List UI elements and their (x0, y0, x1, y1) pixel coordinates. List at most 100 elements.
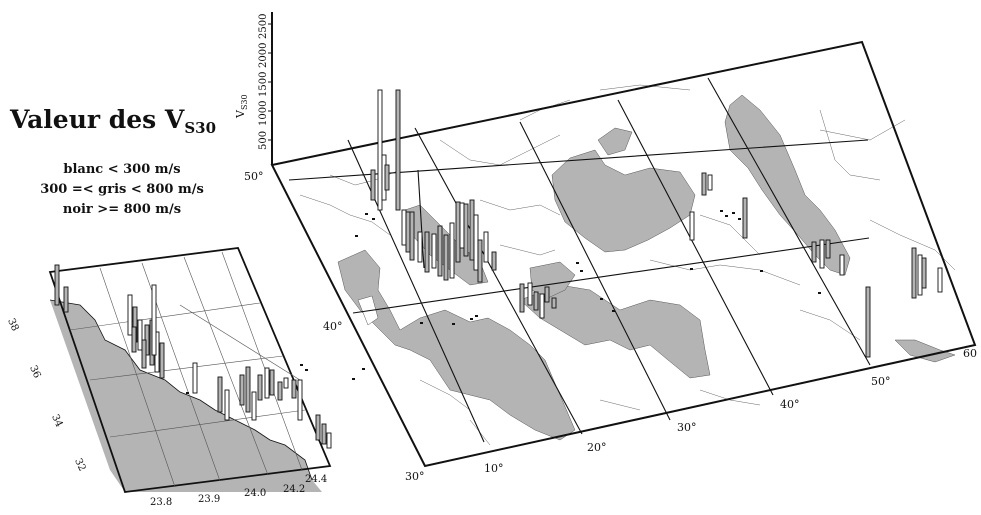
inset-lon-label: 23.8 (150, 497, 172, 508)
station-bar (839, 254, 845, 276)
station-bar (819, 239, 825, 269)
inset-lon-label: 24.0 (244, 488, 266, 499)
station-dot (305, 369, 308, 371)
station-bar (473, 214, 479, 271)
station-bar (264, 367, 270, 399)
station-bar (239, 374, 245, 406)
station-dot (452, 323, 455, 325)
inset-lon-label: 24.2 (283, 484, 305, 495)
main-lon-label: 40° (780, 398, 800, 411)
station-dot (352, 378, 355, 380)
title-subscript: S30 (184, 119, 217, 137)
station-bar (131, 326, 137, 353)
station-bar (437, 225, 443, 277)
inset-graticule (69, 251, 306, 488)
inset-map: 38 36 34 32 23.8 23.9 24.0 24.2 24.4 (5, 247, 355, 508)
station-bar (527, 282, 533, 306)
station-bar (395, 89, 401, 211)
station-bar (811, 241, 817, 263)
station-bar (384, 164, 390, 191)
station-bar (469, 199, 475, 261)
station-bar (291, 379, 297, 399)
station-bar (917, 254, 923, 296)
station-bar (405, 211, 411, 253)
axis-tick-label: 2500 (258, 14, 269, 39)
station-bar (159, 342, 165, 379)
station-dot (818, 292, 821, 294)
vertical-axis-ticks (268, 23, 272, 141)
station-bar (533, 291, 539, 311)
station-bar (937, 267, 943, 293)
main-lon-labels: 10° 20° 30° 40° 50° 60 (484, 347, 977, 475)
main-lat-label: 50° (244, 170, 264, 183)
vertical-axis-label: VS30 (234, 94, 249, 119)
station-dot (372, 218, 375, 220)
legend-item-white: blanc < 300 m/s (63, 162, 181, 177)
vertical-axis-tick-labels: 500 1000 1500 2000 2500 (258, 14, 269, 150)
station-bar (491, 251, 497, 271)
vertical-axis-label-text: VS30 (234, 94, 249, 119)
axis-label-v: V (234, 109, 247, 119)
station-bar (539, 293, 545, 319)
caspian-sea (724, 94, 851, 276)
station-dot (362, 368, 365, 370)
main-lon-label: 10° (484, 462, 504, 475)
station-dot (300, 364, 303, 366)
station-bar (257, 374, 263, 401)
station-bar (137, 319, 143, 351)
station-bar (251, 391, 257, 421)
main-graticule (288, 77, 871, 443)
axis-tick-label: 1500 (258, 72, 269, 97)
axis-tick-label: 1000 (258, 101, 269, 126)
station-bar (401, 209, 407, 246)
legend-item-black: noir >= 800 m/s (62, 202, 182, 217)
station-bar (54, 264, 60, 306)
axis-label-sub: S30 (240, 94, 249, 110)
station-bar (269, 369, 275, 396)
inset-lon-label: 24.4 (305, 474, 327, 485)
main-lon-label: 20° (587, 441, 607, 454)
station-dot (725, 215, 728, 217)
main-bars (352, 89, 943, 380)
station-bar (707, 174, 713, 191)
mediterranean-west (337, 249, 576, 441)
main-sea (337, 94, 956, 441)
title-main: Valeur des V (10, 105, 185, 134)
axis-tick-label: 500 (258, 131, 269, 150)
station-bar (689, 211, 695, 241)
main-frame (270, 40, 977, 468)
inset-sea (50, 300, 322, 492)
station-bar (551, 297, 557, 309)
inset-coastline (49, 299, 313, 481)
inset-lat-label: 36 (27, 364, 42, 380)
main-lat-labels: 30° 40° 50° (244, 170, 425, 483)
station-dot (580, 270, 583, 272)
station-bar (911, 247, 917, 299)
station-bar (321, 423, 327, 445)
station-bar (825, 239, 831, 259)
station-dot (576, 262, 579, 264)
station-bar (921, 257, 927, 289)
axis-tick-label: 2000 (258, 43, 269, 68)
legend: blanc < 300 m/s 300 =< gris < 800 m/s no… (22, 160, 222, 220)
station-bar (141, 339, 147, 369)
main-map: 30° 40° 50° 10° 20° 30° 40° 50° 60 (244, 40, 977, 483)
station-dot (738, 218, 741, 220)
inset-lat-label: 34 (49, 413, 64, 429)
station-bar (283, 377, 289, 389)
station-bar (417, 231, 423, 263)
station-dot (186, 392, 189, 394)
inset-lat-labels: 38 36 34 32 (5, 317, 87, 473)
station-bar (519, 283, 525, 313)
station-bar (483, 231, 489, 263)
station-bar (544, 286, 550, 303)
main-lat-label: 30° (405, 470, 425, 483)
figure-title: Valeur des VS30 (10, 105, 240, 137)
station-bar (463, 203, 469, 257)
legend-item-gray: 300 =< gris < 800 m/s (40, 182, 204, 197)
station-bar (192, 362, 198, 394)
station-dot (612, 310, 615, 312)
station-bar (224, 389, 230, 421)
station-bar (377, 89, 383, 211)
